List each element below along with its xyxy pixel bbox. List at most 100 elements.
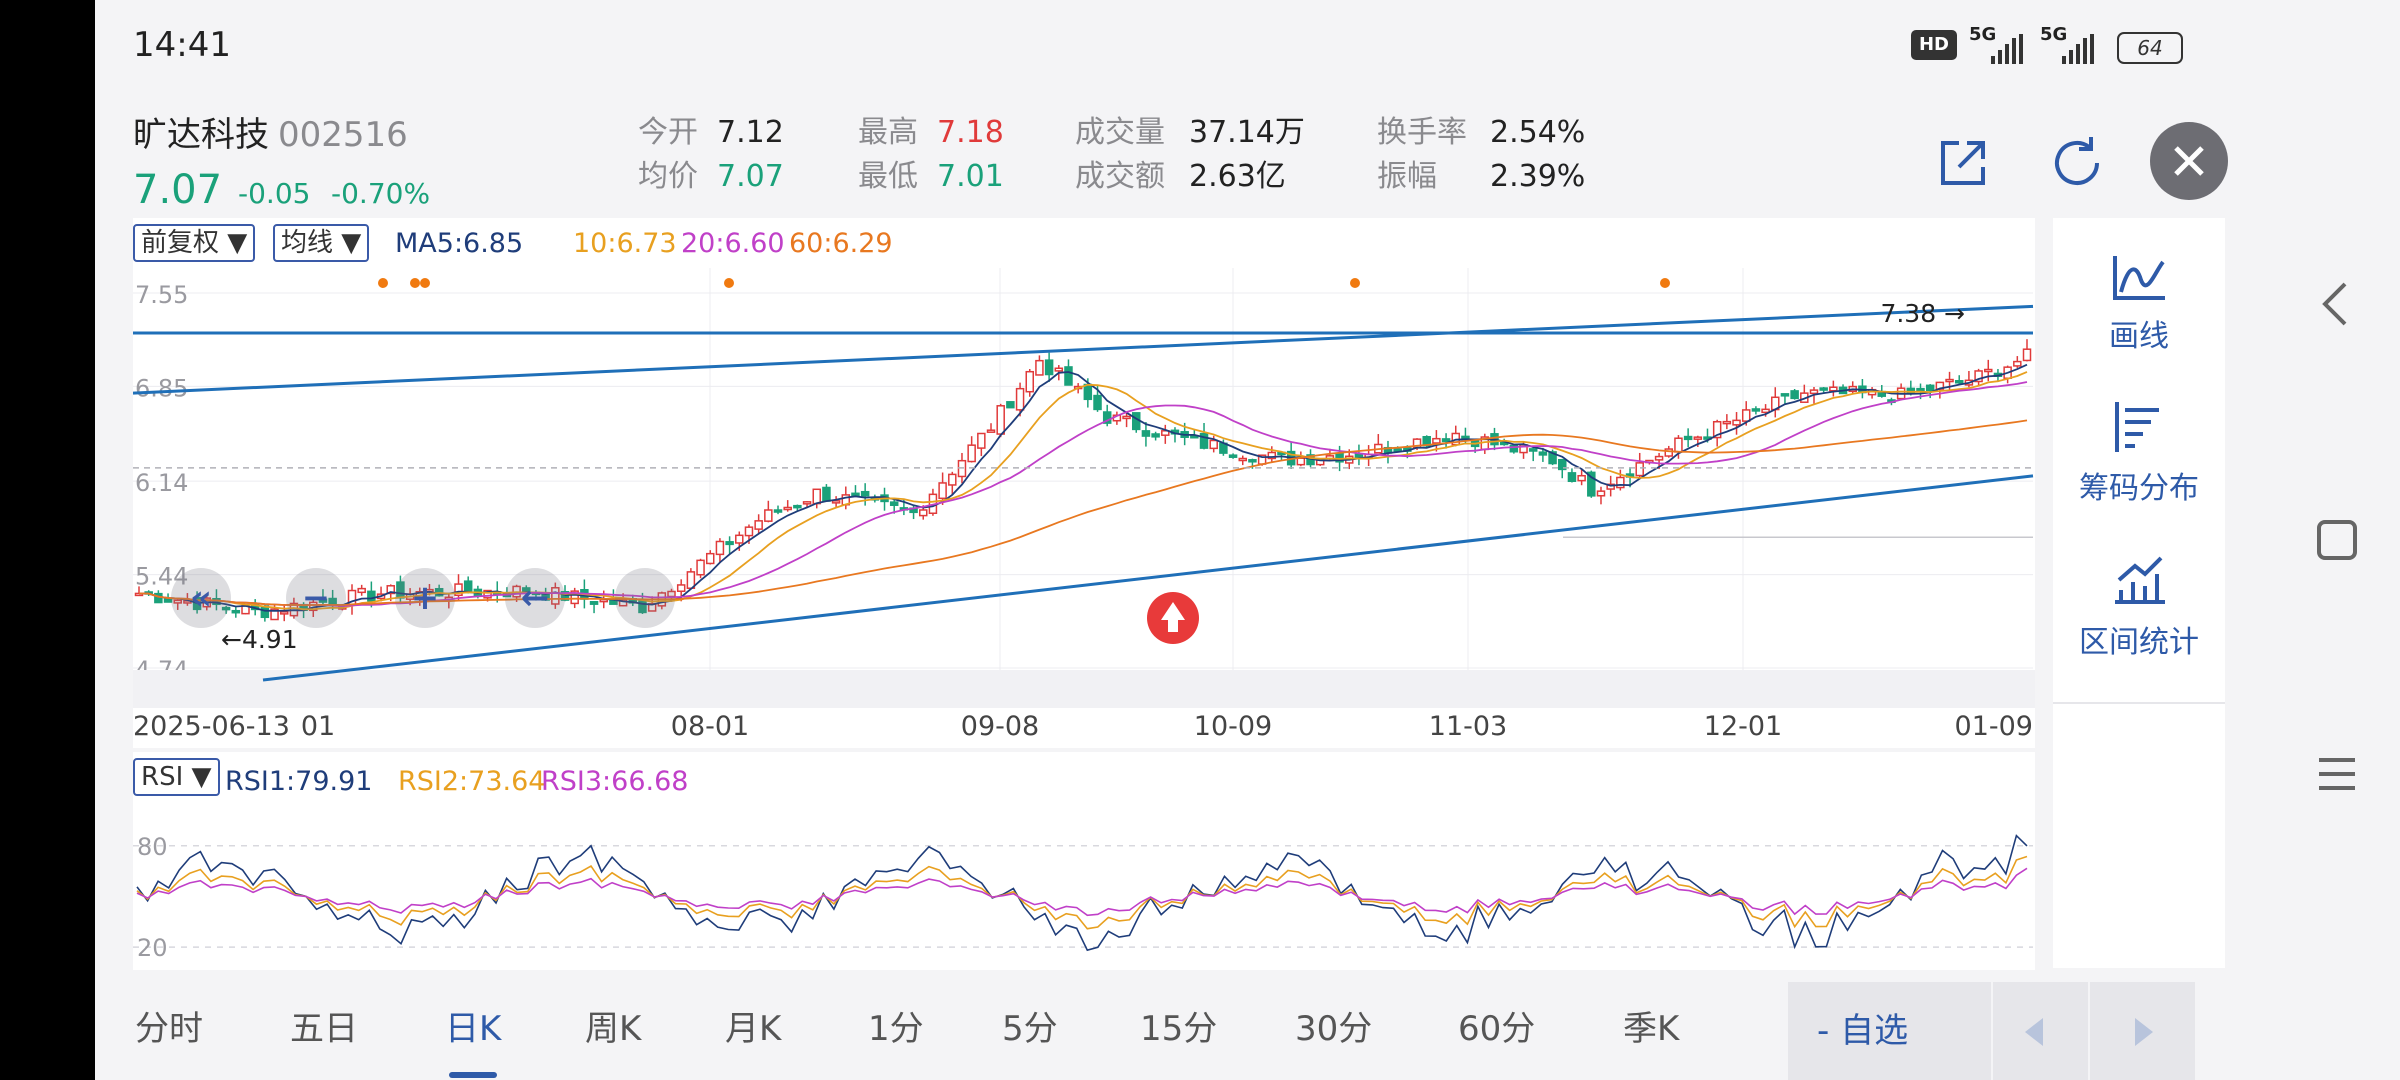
candle-body	[1093, 394, 1102, 411]
date-axis-label: 09-08	[961, 711, 1039, 742]
candle-body	[1548, 451, 1557, 465]
candle-body	[1015, 387, 1025, 411]
nav-fast-back-icon	[171, 568, 231, 628]
stat-volume-label: 成交量	[1075, 115, 1165, 150]
candle-body	[831, 500, 841, 504]
candle-body	[279, 611, 289, 615]
candle-body	[1267, 451, 1277, 460]
candle-body	[1248, 459, 1257, 463]
candle-body	[812, 488, 821, 505]
low-price-label: ←4.91	[221, 625, 298, 654]
tab-60min[interactable]: 60分	[1458, 1009, 1536, 1049]
rsi-axis-80: 80	[137, 833, 168, 861]
candle-body	[454, 583, 463, 597]
candle-body	[1635, 462, 1644, 477]
stat-amplitude-value: 2.39%	[1490, 159, 1586, 194]
nav-home-icon[interactable]	[2315, 518, 2359, 562]
stat-avg-label: 均价	[638, 159, 698, 194]
candle-body	[676, 584, 686, 592]
candle-body	[1751, 408, 1761, 412]
candle-body	[1819, 387, 1828, 391]
stat-low-label: 最低	[858, 159, 918, 194]
adjust-selector[interactable]: 前复权 ▼	[133, 224, 256, 262]
tab-monthly-k[interactable]: 月K	[725, 1009, 782, 1049]
app-screen: 14:41 HD 5G 5G 64 旷达科技 002516 7.07 -0.05…	[95, 0, 2271, 1080]
candle-body	[735, 534, 744, 544]
kline-plot[interactable]: 7.556.856.145.444.742025-06-130108-0109-…	[133, 268, 2035, 748]
candle-body	[1664, 448, 1674, 457]
candle-body	[783, 506, 792, 511]
tool-interval-label[interactable]: 区间统计	[2079, 625, 2199, 660]
tab-1min[interactable]: 1分	[868, 1009, 924, 1049]
candle-body	[1432, 437, 1441, 444]
zoom-in-icon	[395, 568, 455, 628]
candle-body	[1732, 419, 1741, 426]
prev-stock-icon[interactable]	[2015, 1012, 2055, 1052]
close-button[interactable]	[2150, 122, 2228, 200]
candle-body	[918, 509, 928, 517]
candle-body	[977, 432, 986, 449]
share-external-icon[interactable]	[1935, 135, 1991, 191]
candle-body	[173, 599, 182, 604]
tab-wuri[interactable]: 五日	[290, 1009, 358, 1049]
system-nav-bar	[2271, 0, 2400, 1080]
candle-body	[1209, 439, 1218, 450]
candle-body	[1228, 454, 1238, 458]
zoom-out-icon	[286, 568, 346, 628]
tab-5min[interactable]: 5分	[1002, 1009, 1058, 1049]
date-axis-label: 12-01	[1704, 711, 1782, 742]
stat-open-value: 7.12	[717, 115, 784, 150]
refresh-icon[interactable]	[2047, 133, 2107, 193]
nav-menu-icon[interactable]	[2315, 752, 2359, 796]
rsi-panel[interactable]: RSI ▼ RSI1:79.91 RSI2:73.64 RSI3:66.68 8…	[133, 752, 2035, 970]
candle-body	[463, 580, 473, 594]
candle-body	[1693, 436, 1703, 440]
chevron-down-icon: ▼	[341, 228, 362, 258]
rsi-selector[interactable]: RSI ▼	[133, 758, 220, 796]
tab-daily-k[interactable]: 日K	[445, 1009, 502, 1049]
add-watchlist-button[interactable]: - 自选	[1817, 1011, 1909, 1051]
chip-distribution-icon[interactable]	[2113, 400, 2163, 454]
candle-body	[357, 587, 366, 594]
ma10-legend: 10:6.73	[573, 228, 677, 259]
candle-body	[1577, 474, 1586, 482]
draw-line-icon[interactable]	[2111, 252, 2169, 302]
tab-weekly-k[interactable]: 周K	[585, 1009, 642, 1049]
tool-chip-label[interactable]: 筹码分布	[2079, 471, 2199, 506]
candle-body	[696, 559, 705, 576]
candle-body	[570, 590, 579, 605]
stock-code: 002516	[278, 115, 408, 155]
stock-name: 旷达科技	[133, 115, 269, 155]
event-marker-dot	[420, 278, 430, 288]
candle-body	[860, 490, 870, 497]
candle-body	[1025, 370, 1034, 393]
rsi2-legend: RSI2:73.64	[398, 766, 546, 797]
divider	[2088, 982, 2090, 1080]
candle-body	[1606, 483, 1615, 490]
next-stock-icon[interactable]	[2123, 1012, 2163, 1052]
candle-body	[1954, 380, 1964, 384]
candle-body	[773, 509, 783, 513]
event-marker-dot	[378, 278, 388, 288]
candle-body	[744, 526, 754, 537]
stat-turnover-label: 成交额	[1075, 159, 1165, 194]
tab-30min[interactable]: 30分	[1295, 1009, 1373, 1049]
tool-draw-line-label[interactable]: 画线	[2109, 319, 2169, 354]
ma60-line	[138, 419, 2028, 607]
candle-body	[1829, 386, 1838, 392]
interval-stats-icon[interactable]	[2111, 554, 2169, 606]
tab-15min[interactable]: 15分	[1140, 1009, 1218, 1049]
stock-change: -0.05	[238, 177, 311, 210]
divider	[2053, 702, 2225, 704]
kline-chart-panel[interactable]: 前复权 ▼ 均线 ▼ MA5:6.85 10:6.73 20:6.60 60:6…	[133, 218, 2035, 748]
nav-back-icon[interactable]	[2317, 280, 2357, 328]
tab-fenshi[interactable]: 分时	[135, 1009, 203, 1049]
rsi2-line	[136, 855, 2028, 930]
tab-season-k[interactable]: 季K	[1623, 1009, 1680, 1049]
date-axis-label: 08-01	[671, 711, 749, 742]
indicator-selector[interactable]: 均线 ▼	[273, 224, 370, 262]
candle-body	[1761, 408, 1770, 414]
candle-body	[483, 589, 492, 599]
zoom-out-icon-glyph: −	[302, 578, 331, 618]
candle-body	[1916, 387, 1925, 392]
